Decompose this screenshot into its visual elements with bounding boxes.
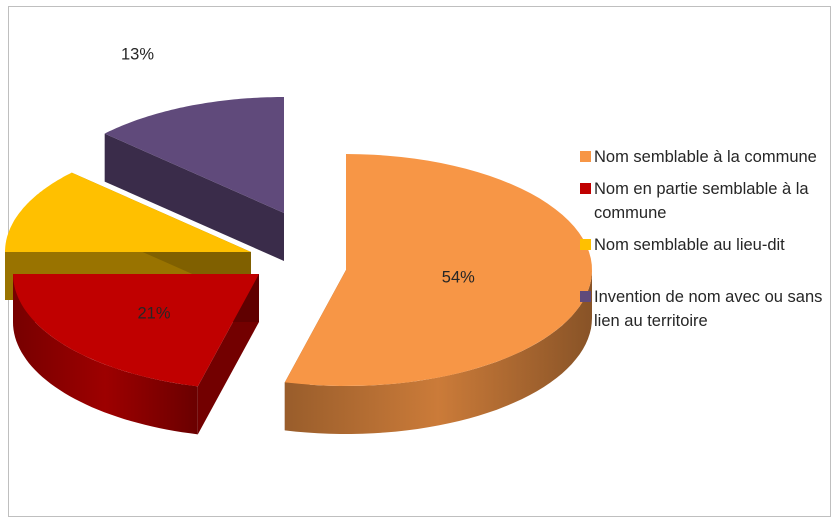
legend-label-3: Invention de nom avec ou sans lien au te…	[594, 288, 823, 330]
legend-swatch-3	[580, 291, 591, 302]
pie-slices	[5, 97, 592, 435]
slice-1-top	[13, 274, 259, 387]
slice-3-top	[104, 97, 284, 213]
legend: Nom semblable à la commune Nom en partie…	[578, 145, 833, 341]
legend-label-1: Nom en partie semblable à la commune	[594, 180, 809, 222]
legend-label-0: Nom semblable à la commune	[594, 148, 817, 166]
legend-item-0: Nom semblable à la commune	[578, 145, 833, 169]
data-label-3: 13%	[121, 45, 154, 63]
data-label-0: 54%	[442, 269, 475, 287]
legend-label-2: Nom semblable au lieu-dit	[594, 236, 785, 254]
legend-swatch-2	[580, 239, 591, 250]
legend-item-1: Nom en partie semblable à la commune	[578, 177, 833, 225]
slice-0-top	[284, 154, 592, 386]
legend-item-2: Nom semblable au lieu-dit	[578, 233, 833, 257]
legend-swatch-1	[580, 183, 591, 194]
slice-0-outer-wall-0	[284, 270, 592, 434]
legend-swatch-0	[580, 151, 591, 162]
slice-2-top	[5, 172, 251, 252]
slice-3-wall-0	[104, 133, 284, 261]
data-label-1: 21%	[137, 304, 170, 322]
legend-item-3: Invention de nom avec ou sans lien au te…	[578, 285, 833, 333]
slice-1-outer-wall-0	[13, 274, 198, 435]
pie-slice-1	[13, 274, 259, 435]
pie-slice-3	[104, 97, 284, 261]
pie-slice-0	[284, 154, 592, 434]
